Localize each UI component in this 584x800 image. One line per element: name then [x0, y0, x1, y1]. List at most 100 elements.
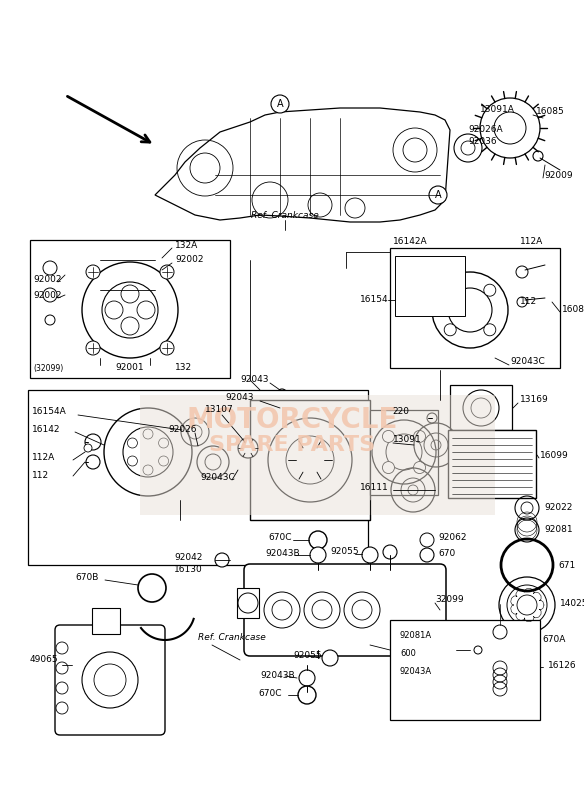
Text: 671: 671	[558, 561, 575, 570]
Circle shape	[85, 434, 101, 450]
Circle shape	[533, 151, 543, 161]
Text: 14025: 14025	[560, 598, 584, 607]
Circle shape	[86, 265, 100, 279]
Circle shape	[413, 430, 426, 442]
Circle shape	[484, 324, 496, 336]
Polygon shape	[155, 108, 450, 222]
Text: (32099): (32099)	[33, 363, 63, 373]
Text: 16082: 16082	[562, 306, 584, 314]
Text: 49065: 49065	[30, 655, 58, 665]
Circle shape	[43, 288, 57, 302]
Text: 92043C: 92043C	[510, 358, 545, 366]
Circle shape	[277, 407, 287, 417]
Bar	[237, 588, 259, 618]
Text: 670C: 670C	[268, 534, 291, 542]
Circle shape	[160, 341, 174, 355]
Circle shape	[484, 284, 496, 296]
Text: 16142: 16142	[32, 426, 61, 434]
Text: 16085: 16085	[536, 107, 565, 117]
Text: 92043B: 92043B	[260, 671, 294, 681]
Text: 16154: 16154	[360, 295, 388, 305]
Text: 16154A: 16154A	[32, 407, 67, 417]
Text: 13107: 13107	[205, 406, 234, 414]
Bar	[448, 430, 536, 498]
Text: 132A: 132A	[175, 241, 198, 250]
Text: 92022: 92022	[544, 502, 572, 511]
Text: 670A: 670A	[542, 635, 565, 645]
Bar	[390, 620, 540, 720]
Text: 92002: 92002	[33, 291, 61, 301]
Text: 670B: 670B	[75, 574, 98, 582]
Text: 92055: 92055	[293, 651, 322, 661]
Text: 16099: 16099	[540, 450, 569, 459]
Bar	[92, 608, 120, 634]
Circle shape	[516, 266, 528, 278]
Circle shape	[143, 429, 153, 439]
Text: 16111: 16111	[360, 483, 389, 493]
Circle shape	[429, 186, 447, 204]
Text: A: A	[434, 190, 442, 200]
Text: 92081A: 92081A	[400, 630, 432, 639]
Text: 112: 112	[520, 298, 537, 306]
Circle shape	[160, 265, 174, 279]
Text: 13091A: 13091A	[480, 106, 515, 114]
Circle shape	[56, 662, 68, 674]
Circle shape	[56, 682, 68, 694]
Text: 92043B: 92043B	[265, 550, 300, 558]
Text: 92026A: 92026A	[468, 126, 503, 134]
Bar	[395, 256, 465, 316]
Circle shape	[238, 438, 258, 458]
Text: 600: 600	[400, 649, 416, 658]
Text: 112A: 112A	[520, 238, 543, 246]
Text: 92043A: 92043A	[400, 667, 432, 677]
Circle shape	[427, 413, 437, 423]
Text: 92062: 92062	[438, 534, 467, 542]
Circle shape	[56, 642, 68, 654]
Bar	[250, 400, 370, 520]
Circle shape	[143, 465, 153, 475]
Text: 13169: 13169	[520, 395, 549, 405]
Circle shape	[45, 315, 55, 325]
Text: SPARE PARTS: SPARE PARTS	[209, 435, 375, 455]
Text: 112: 112	[32, 470, 49, 479]
Text: 92081: 92081	[544, 525, 573, 534]
Circle shape	[420, 533, 434, 547]
Text: 92002: 92002	[33, 275, 61, 285]
Text: 92055: 92055	[330, 547, 359, 557]
Text: 13091: 13091	[393, 435, 422, 445]
Circle shape	[444, 284, 456, 296]
Circle shape	[310, 547, 326, 563]
Text: 112A: 112A	[32, 454, 55, 462]
Text: 92036: 92036	[468, 138, 496, 146]
Circle shape	[159, 438, 169, 448]
Text: 670C: 670C	[258, 690, 281, 698]
Text: 670: 670	[438, 550, 456, 558]
Circle shape	[474, 646, 482, 654]
Text: 32099: 32099	[435, 595, 464, 605]
Circle shape	[277, 389, 287, 399]
Text: 92026: 92026	[168, 426, 196, 434]
Bar	[28, 390, 368, 565]
Text: 92009: 92009	[544, 170, 573, 179]
Text: A: A	[277, 99, 283, 109]
Circle shape	[444, 324, 456, 336]
Circle shape	[362, 547, 378, 563]
Text: 92042: 92042	[174, 553, 203, 562]
Text: 16130: 16130	[174, 566, 203, 574]
Text: 16126: 16126	[548, 661, 576, 670]
Circle shape	[299, 670, 315, 686]
Text: 16142A: 16142A	[393, 238, 427, 246]
Circle shape	[413, 462, 426, 474]
Text: 92002: 92002	[175, 255, 203, 265]
Circle shape	[86, 341, 100, 355]
Circle shape	[383, 430, 394, 442]
Bar	[390, 248, 560, 368]
Circle shape	[86, 455, 100, 469]
Circle shape	[383, 545, 397, 559]
Circle shape	[127, 438, 137, 448]
Circle shape	[322, 650, 338, 666]
Text: 92043C: 92043C	[200, 474, 235, 482]
Bar	[30, 240, 230, 378]
Text: 92043: 92043	[225, 394, 253, 402]
Text: Ref. Crankcase: Ref. Crankcase	[251, 210, 319, 219]
